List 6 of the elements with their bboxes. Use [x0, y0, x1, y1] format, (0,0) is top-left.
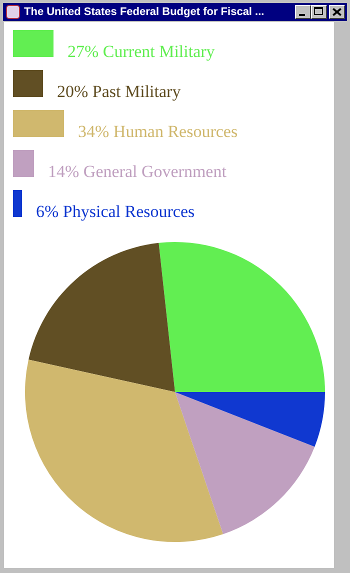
- legend-label: 20% Past Military: [57, 82, 182, 101]
- chart-title: The United States Federal Budget for Fiscal ...: [24, 6, 266, 18]
- legend-label: 27% Current Military: [68, 42, 216, 61]
- legend-label: 14% General Government: [48, 162, 227, 181]
- legend-label: 34% Human Resources: [78, 122, 238, 141]
- legend-label: 6% Physical Resources: [36, 202, 195, 221]
